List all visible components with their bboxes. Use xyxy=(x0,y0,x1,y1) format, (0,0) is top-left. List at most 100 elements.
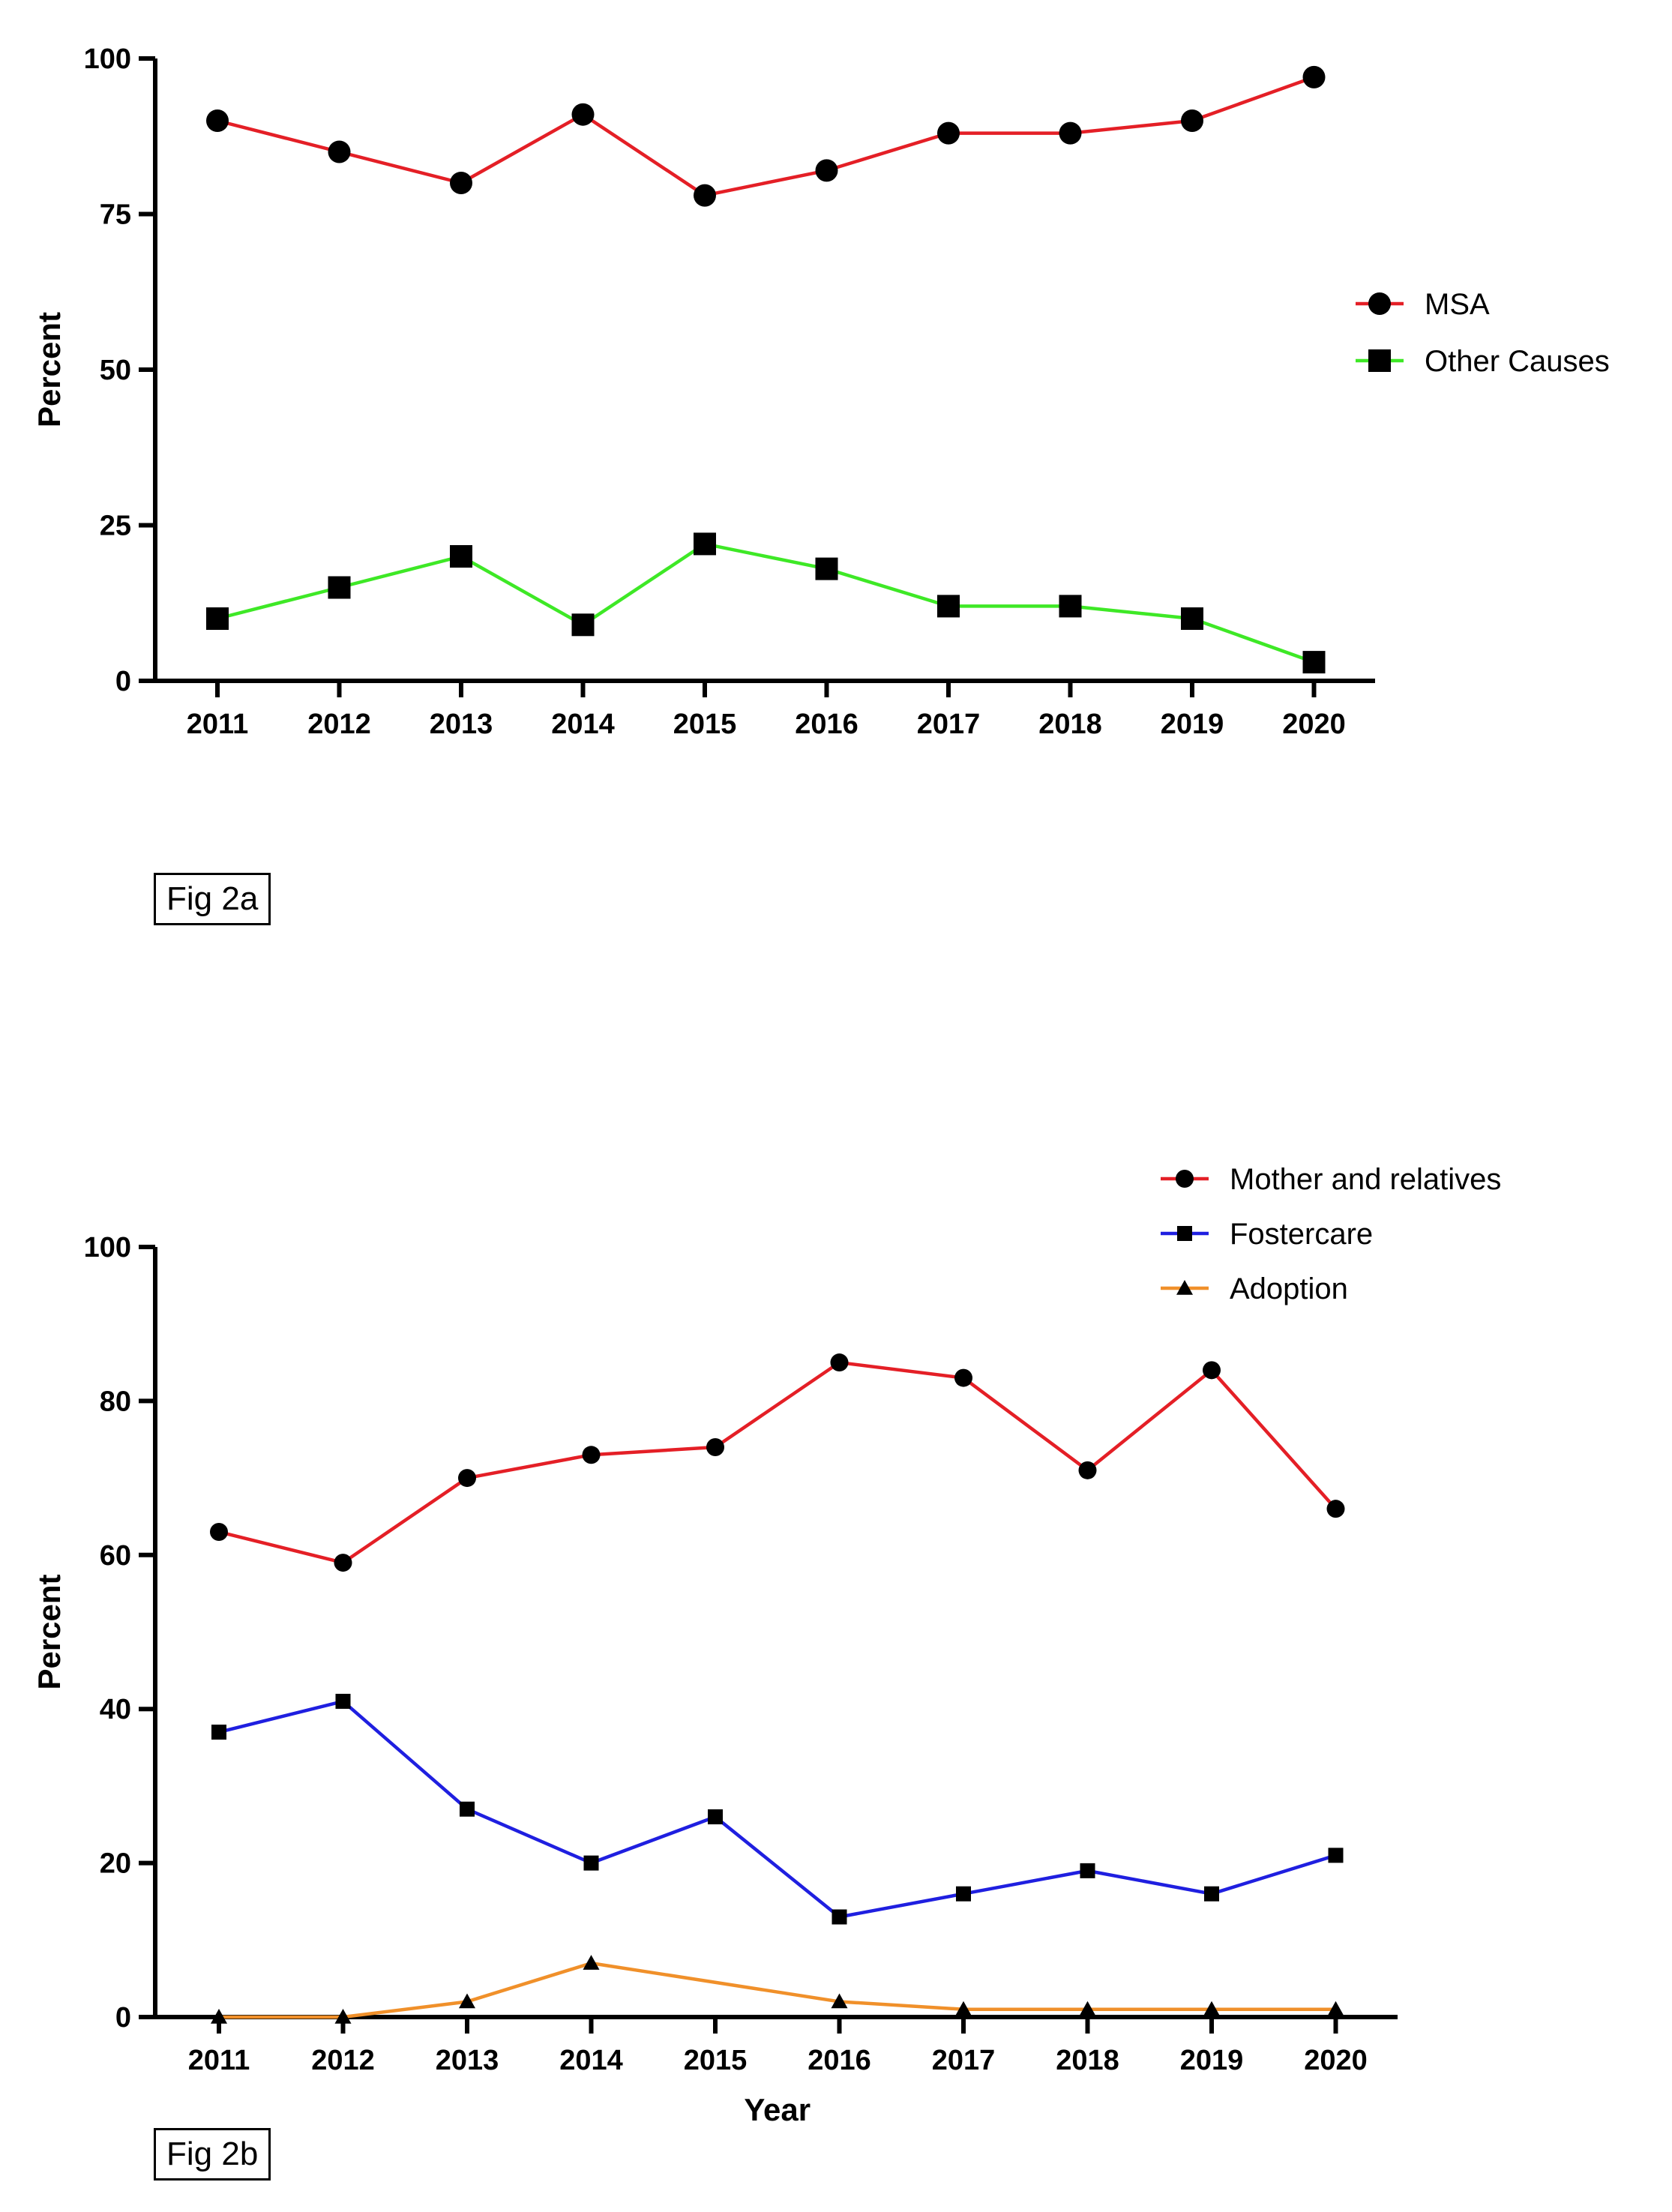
chart-fig-2a: 0 25 50 75 100 2011 2012 2013 2014 2015 2016 2017 20… xyxy=(31,43,1610,740)
data-point xyxy=(328,576,351,599)
legend-label: Fostercare xyxy=(1230,1218,1373,1251)
data-point xyxy=(956,1886,971,1902)
data-point xyxy=(1327,2001,1344,2016)
y-tick-label: 0 xyxy=(115,2002,131,2034)
data-point xyxy=(1181,109,1203,132)
data-point xyxy=(830,1353,849,1372)
x-tick-label: 2017 xyxy=(932,2045,996,2076)
data-point xyxy=(1328,1848,1344,1863)
data-point xyxy=(937,121,960,145)
x-tick-label: 2011 xyxy=(187,709,248,740)
data-point xyxy=(210,1522,228,1541)
data-point xyxy=(954,1368,972,1387)
data-point xyxy=(450,172,472,194)
data-point xyxy=(1326,1500,1345,1518)
x-tick-label: 2020 xyxy=(1282,709,1346,740)
x-tick-label: 2019 xyxy=(1180,2045,1244,2076)
y-tick-label: 100 xyxy=(84,43,131,75)
series-line xyxy=(218,1360,1338,1565)
y-tick-label: 40 xyxy=(100,1694,131,1725)
data-point xyxy=(1059,595,1082,618)
x-tick-label: 2015 xyxy=(673,709,737,740)
x-tick-label: 2020 xyxy=(1304,2045,1368,2076)
data-point xyxy=(328,140,351,163)
data-point xyxy=(334,2009,352,2024)
legend-marker xyxy=(1368,349,1391,372)
data-point xyxy=(211,1725,226,1740)
data-point xyxy=(694,184,716,207)
y-tick-label: 100 xyxy=(84,1232,131,1263)
data-point xyxy=(335,1693,351,1709)
data-point xyxy=(832,1909,847,1925)
data-point xyxy=(1204,1886,1219,1902)
data-point xyxy=(206,109,229,132)
data-point xyxy=(583,1955,600,1970)
data-point xyxy=(1080,1863,1095,1878)
data-point xyxy=(815,159,838,182)
series-line xyxy=(217,542,1315,664)
legend-label: Adoption xyxy=(1230,1272,1348,1305)
data-point xyxy=(1181,607,1203,630)
data-point xyxy=(334,1554,352,1572)
y-axis-title: Percent xyxy=(31,312,67,427)
series-line xyxy=(219,1961,1336,2019)
data-point xyxy=(937,595,960,618)
data-point xyxy=(831,1993,848,2009)
data-point xyxy=(708,1809,723,1824)
y-tick-label: 80 xyxy=(100,1386,131,1417)
data-point xyxy=(458,1469,476,1488)
x-tick-label: 2013 xyxy=(430,709,493,740)
x-tick-label: 2018 xyxy=(1038,709,1102,740)
legend-label: MSA xyxy=(1425,288,1490,321)
data-point xyxy=(211,2009,227,2024)
y-tick-label: 75 xyxy=(100,199,131,231)
x-tick-label: 2012 xyxy=(311,2045,375,2076)
x-tick-label: 2019 xyxy=(1161,709,1224,740)
data-point xyxy=(571,103,595,126)
data-point xyxy=(955,2001,972,2016)
data-point xyxy=(1079,2001,1096,2016)
data-point xyxy=(571,613,595,637)
data-point xyxy=(1203,2001,1220,2016)
data-point xyxy=(460,1801,475,1817)
data-point xyxy=(1302,651,1326,674)
data-point xyxy=(706,1438,724,1457)
figure-caption-2a: Fig 2a xyxy=(154,873,271,925)
data-point xyxy=(206,607,229,630)
legend-label: Other Causes xyxy=(1425,345,1610,378)
x-tick-label: 2013 xyxy=(436,2045,499,2076)
legend-marker xyxy=(1176,1170,1194,1188)
x-tick-label: 2012 xyxy=(307,709,371,740)
x-tick-label: 2016 xyxy=(795,709,858,740)
data-point xyxy=(583,1855,599,1871)
x-tick-label: 2017 xyxy=(917,709,981,740)
data-point xyxy=(1059,121,1082,145)
y-tick-label: 60 xyxy=(100,1540,131,1572)
data-point xyxy=(815,557,838,580)
y-tick-label: 50 xyxy=(100,355,131,386)
x-tick-label: 2014 xyxy=(559,2045,623,2076)
figure-caption-2b: Fig 2b xyxy=(154,2128,271,2181)
y-tick-label: 20 xyxy=(100,1848,131,1880)
data-point xyxy=(1302,65,1326,88)
data-point xyxy=(1078,1461,1097,1479)
x-tick-label: 2016 xyxy=(808,2045,871,2076)
data-point xyxy=(450,545,472,568)
data-point xyxy=(694,532,716,556)
series-line xyxy=(217,75,1315,197)
x-tick-label: 2014 xyxy=(551,709,615,740)
x-tick-label: 2011 xyxy=(188,2045,250,2076)
data-point xyxy=(1203,1361,1221,1380)
legend-marker xyxy=(1177,1226,1192,1241)
legend-label: Mother and relatives xyxy=(1230,1163,1501,1196)
legend-marker xyxy=(1368,292,1391,315)
series-line xyxy=(218,1699,1337,1919)
x-tick-label: 2018 xyxy=(1056,2045,1119,2076)
y-tick-label: 25 xyxy=(100,511,131,542)
legend-marker xyxy=(1176,1280,1193,1295)
y-tick-label: 0 xyxy=(115,666,131,697)
x-tick-label: 2015 xyxy=(684,2045,748,2076)
data-point xyxy=(582,1446,601,1464)
x-axis-title: Year xyxy=(744,2092,811,2127)
